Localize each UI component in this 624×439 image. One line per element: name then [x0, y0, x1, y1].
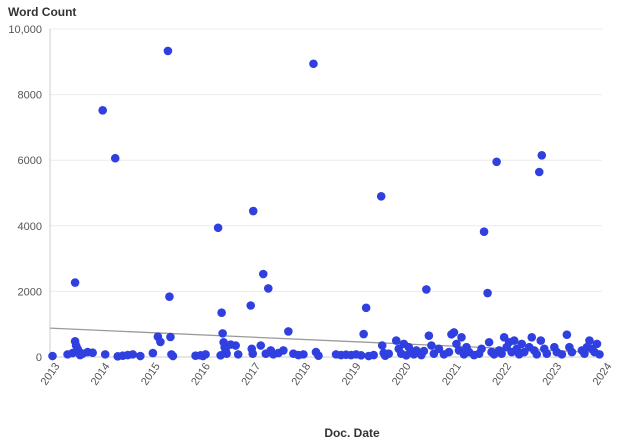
- x-tick-label: 2024: [591, 361, 615, 388]
- data-point: [100, 350, 110, 359]
- data-point: [497, 349, 506, 359]
- data-point: [248, 206, 258, 216]
- data-point: [279, 346, 288, 355]
- data-point: [532, 350, 542, 359]
- x-tick-label: 2022: [490, 361, 514, 388]
- x-axis-label: Doc. Date: [324, 426, 380, 439]
- data-point: [168, 351, 178, 361]
- data-point: [517, 339, 527, 349]
- data-point: [376, 191, 386, 201]
- data-point: [537, 150, 547, 160]
- x-tick-label: 2018: [290, 361, 314, 388]
- data-point: [477, 344, 486, 354]
- data-point: [201, 350, 210, 359]
- data-point: [284, 327, 293, 336]
- data-point: [534, 167, 544, 177]
- data-point: [377, 341, 387, 350]
- data-point: [314, 351, 323, 360]
- data-point: [452, 339, 461, 349]
- x-tick-label: 2020: [390, 361, 414, 388]
- data-point: [359, 329, 368, 339]
- data-point: [166, 332, 175, 342]
- data-point: [434, 344, 444, 354]
- y-axis-ticks: 0 2000 4000 6000 8000 10,000: [8, 24, 42, 364]
- data-point: [98, 106, 107, 115]
- y-tick-label: 2000: [18, 286, 42, 298]
- data-point: [309, 59, 318, 69]
- data-point: [592, 339, 602, 349]
- data-point: [128, 350, 138, 359]
- data-point: [457, 333, 466, 342]
- data-point: [165, 292, 174, 301]
- y-tick-label: 6000: [18, 155, 42, 167]
- data-point: [136, 351, 145, 361]
- data-point: [299, 350, 308, 359]
- data-point: [156, 337, 165, 347]
- y-tick-label: 8000: [18, 90, 42, 102]
- data-point: [595, 350, 604, 359]
- x-tick-label: 2013: [39, 361, 63, 388]
- data-point: [384, 349, 394, 359]
- x-tick-label: 2019: [340, 361, 364, 388]
- data-point: [258, 269, 268, 279]
- data-point: [557, 350, 567, 359]
- data-point: [542, 349, 552, 359]
- data-point: [391, 336, 401, 345]
- data-point: [419, 346, 429, 356]
- data-point: [248, 349, 258, 359]
- data-point: [492, 157, 501, 167]
- x-tick-label: 2021: [440, 361, 464, 388]
- data-point: [427, 341, 436, 350]
- data-point: [216, 351, 225, 360]
- data-point: [356, 351, 366, 360]
- x-tick-label: 2015: [139, 361, 163, 388]
- data-points: [48, 46, 604, 361]
- data-point: [256, 341, 266, 350]
- data-point: [422, 285, 431, 294]
- data-point: [484, 337, 494, 347]
- data-point: [163, 46, 173, 56]
- y-tick-label: 10,000: [8, 24, 42, 36]
- data-point: [246, 301, 256, 310]
- data-point: [231, 341, 240, 350]
- data-point: [217, 308, 226, 318]
- data-point: [70, 278, 80, 287]
- data-point: [213, 223, 223, 233]
- data-point: [424, 331, 434, 340]
- x-tick-label: 2017: [239, 361, 263, 388]
- data-point: [479, 227, 489, 237]
- data-point: [483, 288, 492, 298]
- data-point: [562, 330, 572, 339]
- data-point: [527, 333, 537, 342]
- x-axis-ticks: 2013 2014 2015 2016 2017 2018 2019 2020 2021 2022…: [39, 361, 615, 388]
- data-point: [369, 350, 378, 360]
- data-point: [585, 336, 594, 345]
- data-point: [48, 351, 57, 361]
- data-point: [88, 348, 97, 358]
- data-point: [110, 153, 120, 163]
- data-point: [263, 284, 273, 293]
- y-tick-label: 0: [36, 352, 42, 364]
- x-tick-label: 2016: [189, 361, 213, 388]
- x-tick-label: 2014: [89, 361, 113, 388]
- x-tick-label: 2023: [540, 361, 564, 388]
- gridlines: [49, 28, 602, 358]
- data-point: [449, 328, 459, 337]
- data-point: [148, 348, 158, 358]
- data-point: [536, 336, 546, 345]
- data-point: [218, 329, 227, 338]
- data-point: [444, 347, 454, 357]
- data-point: [233, 350, 243, 359]
- data-point: [509, 336, 519, 345]
- y-axis-label: Word Count: [8, 5, 76, 19]
- data-point: [567, 347, 577, 357]
- data-point: [361, 303, 371, 313]
- y-tick-label: 4000: [18, 221, 42, 233]
- data-point: [580, 349, 589, 359]
